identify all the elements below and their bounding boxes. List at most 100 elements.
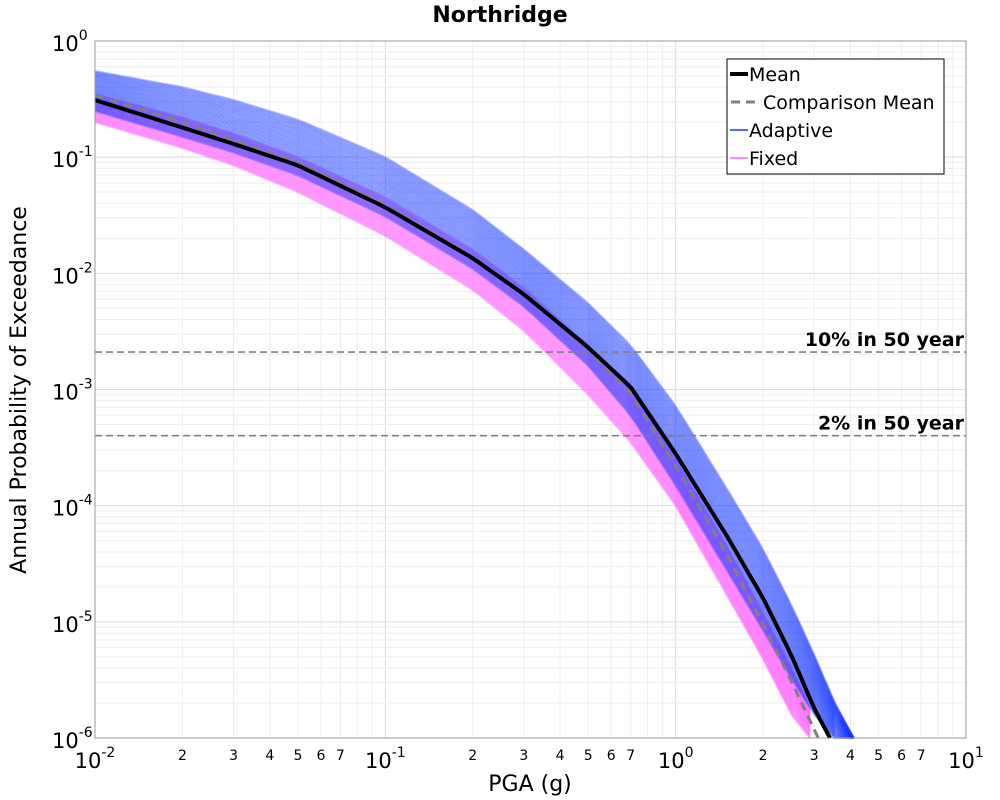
adaptive-band-curve — [94, 101, 854, 740]
x-minor-tick-label: 4 — [556, 748, 565, 764]
adaptive-band-curve — [94, 88, 855, 739]
fixed-band-curve — [94, 109, 811, 727]
adaptive-band-curve — [94, 102, 854, 740]
fixed-band-curve — [94, 109, 811, 726]
y-tick-label: 10-1 — [52, 144, 93, 172]
x-minor-tick-label: 6 — [316, 748, 325, 764]
y-tick-label: 10-4 — [52, 493, 93, 521]
fixed-band-curve — [94, 94, 811, 711]
x-minor-tick-label: 3 — [229, 748, 238, 764]
fixed-band-curve — [94, 111, 811, 729]
adaptive-band-curve — [94, 84, 855, 739]
adaptive-band-curve — [94, 70, 855, 739]
fixed-band-curve — [94, 102, 811, 720]
x-minor-tick-label: 2 — [759, 748, 768, 764]
adaptive-band-curve — [94, 76, 855, 739]
adaptive-band-curve — [94, 90, 855, 739]
fixed-band-curve — [94, 110, 811, 728]
adaptive-band-curve — [94, 79, 855, 739]
adaptive-band-curve — [94, 103, 854, 740]
fixed-band-curve — [94, 104, 811, 722]
adaptive-band-curve — [94, 75, 855, 739]
fixed-band-curve — [94, 95, 811, 712]
adaptive-band-curve — [94, 105, 854, 740]
x-minor-tick-label: 2 — [178, 748, 187, 764]
adaptive-band-curve — [94, 90, 855, 739]
fixed-band-curve — [94, 105, 811, 723]
adaptive-band-curve — [94, 108, 854, 740]
adaptive-band-curve — [94, 100, 855, 740]
fixed-band-curve — [94, 116, 811, 735]
adaptive-band-curve — [94, 78, 855, 739]
legend-label-adaptive: Adaptive — [749, 120, 833, 142]
y-tick-label: 10-5 — [52, 609, 93, 637]
adaptive-band-curve — [94, 109, 854, 740]
fixed-band-curve — [94, 114, 811, 732]
fixed-band-curve — [94, 99, 811, 717]
y-axis-ticks: 100 10-1 10-2 10-3 10-4 10-5 10-6 — [52, 28, 93, 753]
x-minor-tick-label: 7 — [336, 748, 345, 764]
fixed-band-curve — [94, 107, 811, 725]
fixed-band-curve — [94, 108, 811, 726]
adaptive-band-curve — [94, 80, 855, 739]
legend-label-fixed: Fixed — [749, 148, 798, 170]
adaptive-band-curve — [94, 73, 855, 739]
adaptive-band-curve — [94, 97, 855, 739]
grid — [94, 41, 966, 739]
adaptive-band-curve — [94, 87, 855, 739]
x-minor-tick-label: 6 — [607, 748, 616, 764]
x-tick-label: 101 — [948, 745, 984, 773]
fixed-band-curve — [94, 116, 811, 734]
adaptive-band-curve — [94, 93, 855, 739]
plot-frame — [94, 40, 967, 739]
x-minor-tick-label: 7 — [917, 748, 926, 764]
y-tick-label: 100 — [52, 28, 88, 56]
x-minor-tick-label: 3 — [810, 748, 819, 764]
adaptive-band-curve — [94, 83, 855, 739]
fixed-band-curve — [94, 117, 811, 735]
fixed-band-curve — [94, 118, 811, 736]
fixed-band-curve — [94, 100, 811, 718]
legend-label-mean: Mean — [749, 64, 801, 86]
x-minor-tick-label: 6 — [897, 748, 906, 764]
x-minor-tick-label: 5 — [874, 748, 883, 764]
x-minor-tick-label: 7 — [626, 748, 635, 764]
y-tick-label: 10-3 — [52, 377, 93, 405]
fixed-band-curve — [94, 119, 811, 737]
adaptive-band-curve — [94, 104, 854, 740]
fixed-band-curve — [94, 115, 811, 733]
adaptive-band-curve — [94, 99, 855, 739]
chart-title: Northridge — [432, 3, 567, 28]
x-minor-tick-label: 4 — [846, 748, 855, 764]
reference-line-label: 2% in 50 year — [818, 413, 965, 435]
y-tick-label: 10-2 — [52, 260, 93, 288]
x-axis-label: PGA (g) — [488, 772, 572, 797]
x-minor-tick-label: 5 — [293, 748, 302, 764]
fixed-band-curve — [94, 93, 811, 710]
adaptive-band-curve — [94, 72, 855, 739]
fixed-band-curve — [94, 106, 811, 723]
fixed-band-curve — [94, 119, 811, 738]
adaptive-band-curve — [94, 71, 855, 739]
x-minor-tick-label: 4 — [265, 748, 274, 764]
adaptive-band-curve — [94, 89, 855, 739]
adaptive-band-curve — [94, 96, 855, 739]
adaptive-band-curve — [94, 86, 855, 739]
fixed-band-curve — [94, 96, 811, 713]
x-tick-label: 100 — [658, 745, 694, 773]
adaptive-band-curve — [94, 77, 855, 739]
fixed-band-curve — [94, 102, 811, 719]
adaptive-band-curve — [94, 95, 855, 739]
adaptive-band-curve — [94, 92, 855, 739]
x-minor-tick-label: 5 — [584, 748, 593, 764]
fixed-band-curve — [94, 97, 811, 714]
legend: Mean Comparison Mean Adaptive Fixed — [726, 58, 945, 175]
reference-line-label: 10% in 50 year — [805, 329, 965, 351]
y-tick-label: 10-6 — [52, 725, 93, 753]
adaptive-band-curve — [94, 82, 855, 739]
adaptive-band-curve — [94, 107, 854, 740]
fixed-band-curve — [94, 92, 811, 709]
fixed-band-curve — [94, 104, 811, 721]
adaptive-band-curve — [94, 85, 855, 739]
